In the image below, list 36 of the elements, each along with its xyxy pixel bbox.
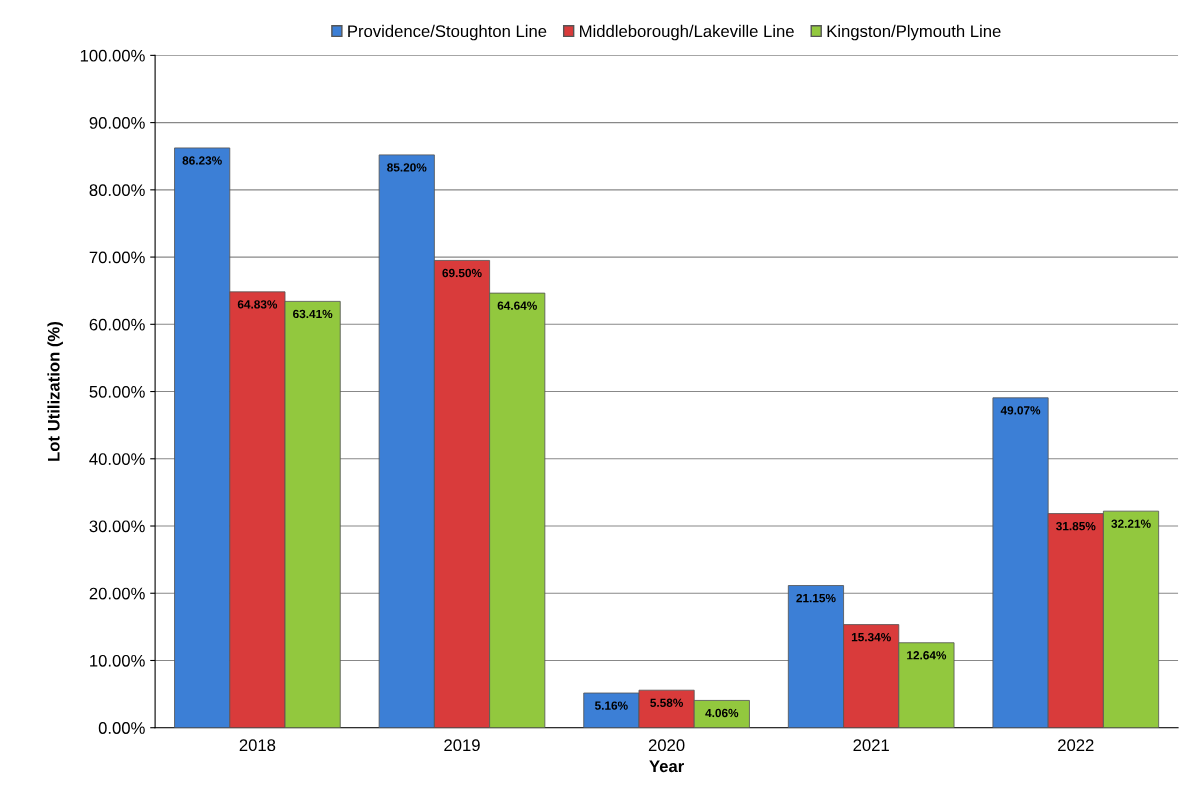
data-label: 4.06%: [705, 708, 739, 718]
legend-label: Middleborough/Lakeville Line: [580, 24, 794, 41]
y-tick-label: 30.00%: [89, 520, 145, 533]
data-label: 12.64%: [907, 651, 947, 660]
data-label: 31.85%: [1056, 521, 1096, 531]
y-tick-label: 40.00%: [89, 453, 145, 465]
data-label: 64.83%: [237, 300, 278, 309]
x-tick-label: 2021: [853, 739, 889, 752]
data-label: 49.07%: [1000, 406, 1041, 415]
data-label: 32.21%: [1111, 519, 1151, 528]
x-axis-title: Year: [649, 760, 684, 773]
data-label: 21.15%: [796, 593, 836, 603]
data-label: 63.41%: [293, 309, 333, 319]
data-label: 5.58%: [650, 698, 684, 707]
y-tick-label: 60.00%: [89, 318, 145, 331]
y-tick-label: 100.00%: [80, 49, 145, 62]
y-tick-label: 80.00%: [89, 184, 145, 197]
data-label: 69.50%: [442, 268, 482, 278]
x-tick-label: 2022: [1058, 739, 1094, 752]
data-label: 15.34%: [851, 632, 891, 642]
y-tick-label: 70.00%: [89, 251, 145, 264]
legend-label: Kingston/Plymouth Line: [827, 24, 1001, 41]
data-label: 64.64%: [497, 301, 537, 310]
x-tick-label: 2019: [444, 739, 480, 752]
y-tick-label: 20.00%: [89, 587, 145, 600]
y-axis-title: Lot Utilization (%): [47, 322, 63, 461]
data-label: 5.16%: [594, 701, 628, 710]
x-tick-label: 2020: [648, 739, 685, 752]
data-label: 86.23%: [182, 156, 222, 165]
y-tick-label: 50.00%: [89, 385, 145, 398]
y-tick-label: 10.00%: [90, 654, 145, 667]
data-label: 85.20%: [387, 163, 427, 172]
y-tick-label: 90.00%: [89, 117, 145, 129]
y-tick-label: 0.00%: [98, 722, 145, 734]
legend-label: Providence/Stoughton Line: [348, 24, 547, 41]
x-tick-label: 2018: [239, 739, 276, 752]
